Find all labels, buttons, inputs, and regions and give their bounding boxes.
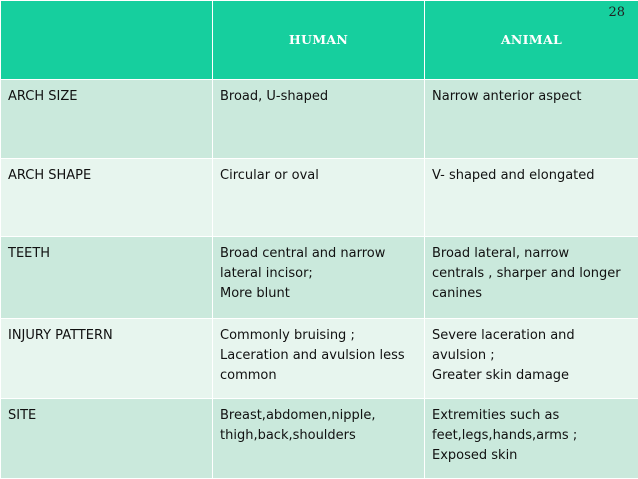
animal-cell: Extremities such as feet,legs,hands,arms… [425, 399, 638, 479]
row-label: TEETH [1, 237, 213, 319]
row-label: SITE [1, 399, 213, 479]
animal-cell: Broad lateral, narrow centrals , sharper… [425, 237, 638, 319]
row-label: INJURY PATTERN [1, 319, 213, 399]
table-row: ARCH SHAPE Circular or oval V- shaped an… [1, 159, 638, 237]
header-empty-cell [1, 1, 213, 80]
animal-cell: V- shaped and elongated [425, 159, 638, 237]
human-cell: Breast,abdomen,nipple, thigh,back,should… [213, 399, 425, 479]
row-label: ARCH SHAPE [1, 159, 213, 237]
animal-cell: Severe laceration and avulsion ; Greater… [425, 319, 638, 399]
page-number: 28 [608, 5, 625, 20]
human-cell: Commonly bruising ; Laceration and avuls… [213, 319, 425, 399]
header-human: HUMAN [213, 1, 425, 80]
animal-cell: Narrow anterior aspect [425, 80, 638, 159]
human-cell: Broad, U-shaped [213, 80, 425, 159]
table-row: SITE Breast,abdomen,nipple, thigh,back,s… [1, 399, 638, 479]
table-header-row: HUMAN ANIMAL [1, 1, 638, 80]
human-cell: Broad central and narrow lateral incisor… [213, 237, 425, 319]
human-cell: Circular or oval [213, 159, 425, 237]
table-row: TEETH Broad central and narrow lateral i… [1, 237, 638, 319]
row-label: ARCH SIZE [1, 80, 213, 159]
table-row: ARCH SIZE Broad, U-shaped Narrow anterio… [1, 80, 638, 159]
table-row: INJURY PATTERN Commonly bruising ; Lacer… [1, 319, 638, 399]
header-animal: ANIMAL [425, 1, 638, 80]
